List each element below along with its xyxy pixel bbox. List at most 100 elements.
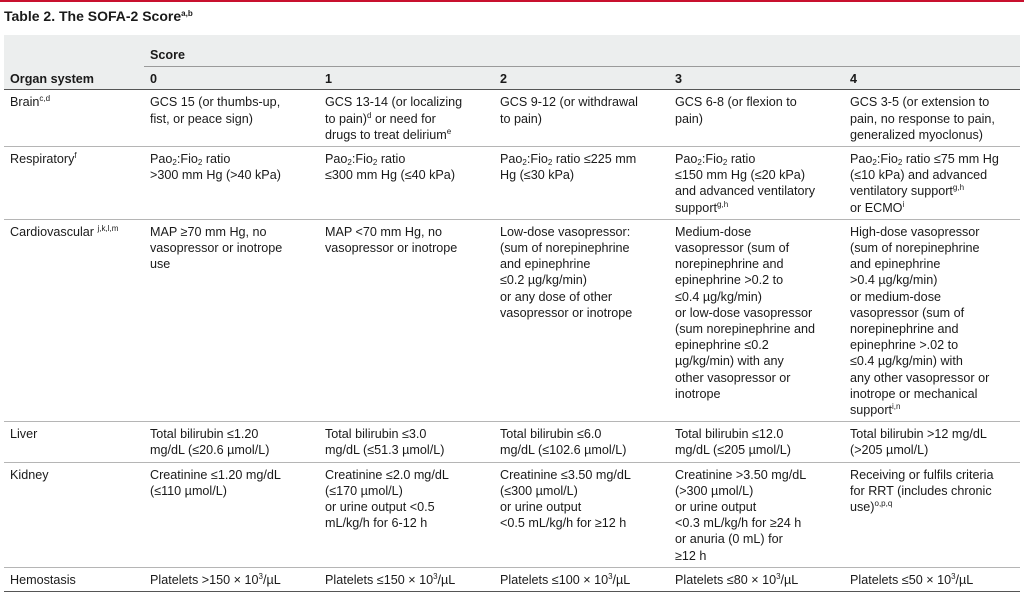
cell-line: Platelets >150 × 103/µL <box>150 572 313 588</box>
text-run: Platelets ≤50 × 10 <box>850 572 952 587</box>
cell-line: fist, or peace sign) <box>150 111 313 127</box>
text-run: ratio <box>377 152 406 167</box>
text-run: <0.3 mL/kg/h for ≥24 h <box>675 516 802 531</box>
cell-line: Pao2:Fio2 ratio <box>150 151 313 167</box>
text-run: other vasopressor or <box>675 370 791 385</box>
superscript: f <box>74 151 77 161</box>
superscript: 3 <box>951 571 956 581</box>
superscript: g,h <box>952 183 965 193</box>
cell-line: GCS 15 (or thumbs-up, <box>150 94 313 110</box>
cell-line: norepinephrine and <box>850 321 1014 337</box>
cell-line: Pao2:Fio2 ratio ≤75 mm Hg <box>850 151 1014 167</box>
superscript: a,b <box>181 9 193 18</box>
text-run: Total bilirubin >12 mg/dL <box>850 427 987 442</box>
score-cell: Total bilirubin ≤1.20 mg/dL (≤20.6 µmol/L… <box>144 422 319 462</box>
cell-line: Creatinine ≤2.0 mg/dL <box>325 467 488 483</box>
text-run: inotrope <box>675 386 721 401</box>
cell-line: or anuria (0 mL) for <box>675 531 838 547</box>
superscript: i <box>902 199 905 209</box>
cell-line: Creatinine >3.50 mg/dL <box>675 467 838 483</box>
cell-line: drugs to treat deliriume <box>325 127 488 143</box>
text-run: (>205 µmol/L) <box>850 443 929 458</box>
text-run: µg/kg/min) with any <box>675 354 784 369</box>
subscript: 2 <box>172 158 177 168</box>
cell-line: Pao2:Fio2 ratio ≤225 mm <box>500 151 663 167</box>
score-row: Score <box>4 35 1021 68</box>
text-run: Hemostasis <box>10 572 76 587</box>
text-run: <0.5 mL/kg/h for ≥12 h <box>500 516 627 531</box>
table-row: Respiratoryf Pao2:Fio2 ratio >300 mm Hg (>… <box>4 147 1021 220</box>
text-run: inotrope or mechanical <box>850 386 978 401</box>
text-run: ≤150 mm Hg (≤20 kPa) <box>675 168 806 183</box>
score-cell: Total bilirubin ≤3.0 mg/dL (≤51.3 µmol/L) <box>319 422 494 462</box>
cell-line: or any dose of other <box>500 289 663 305</box>
score-cell: Platelets >150 × 103/µL <box>144 567 319 591</box>
table-row: Liver Total bilirubin ≤1.20 mg/dL (≤20.6 µ… <box>4 422 1021 463</box>
text-run: Platelets ≤100 × 10 <box>500 572 609 587</box>
score-cell: Creatinine ≤1.20 mg/dL (≤110 µmol/L) <box>144 462 319 567</box>
cell-line: Platelets ≤50 × 103/µL <box>850 572 1014 588</box>
text-run: Pao <box>850 152 873 167</box>
text-run: to pain) <box>325 111 368 126</box>
text-run: Pao <box>150 152 173 167</box>
column-header: Organ system <box>4 66 144 91</box>
cell-line: use)o,p,q <box>850 499 1014 515</box>
cell-line: epinephrine >.02 to <box>850 337 1014 353</box>
text-run: epinephrine ≤0.2 <box>675 338 769 353</box>
text-run: GCS 15 (or thumbs-up, <box>150 95 281 110</box>
text-run: Table 2. The SOFA-2 Score <box>4 8 182 24</box>
cell-line: (sum of norepinephrine <box>850 240 1014 256</box>
score-cell: GCS 9-12 (or withdrawal to pain) <box>494 90 669 147</box>
text-run: Pao <box>500 152 523 167</box>
text-run: support <box>850 403 893 418</box>
text-run: MAP ≥70 mm Hg, no <box>150 224 267 239</box>
cell-line: ≤0.4 µg/kg/min) <box>675 289 838 305</box>
subscript: 2 <box>547 158 553 168</box>
text-run: vasopressor (sum of <box>850 305 965 320</box>
text-run: (≤170 µmol/L) <box>325 483 403 498</box>
blank-cell <box>4 35 144 67</box>
cell-line: (≤170 µmol/L) <box>325 483 488 499</box>
subscript: 2 <box>897 158 903 168</box>
text-run: >300 mm Hg (>40 kPa) <box>150 168 281 183</box>
subscript: 2 <box>372 158 378 168</box>
subscript: 2 <box>347 158 352 168</box>
text-run: and epinephrine <box>500 257 591 272</box>
cell-line: (≤300 µmol/L) <box>500 483 663 499</box>
text-run: to pain) <box>500 111 543 126</box>
cell-line: epinephrine >0.2 to <box>675 272 838 288</box>
column-header: 4 <box>844 66 1021 91</box>
subscript: 2 <box>722 158 728 168</box>
table-row: Cardiovascular j,k,l,m MAP ≥70 mm Hg, no v… <box>4 219 1021 422</box>
cell-line: mg/dL (≤51.3 µmol/L) <box>325 442 488 458</box>
organ-cell: Kidney <box>4 462 144 567</box>
text-run: (sum norepinephrine and <box>675 322 816 337</box>
organ-cell: Brainc,d <box>4 90 144 147</box>
text-run: Brain <box>10 95 40 110</box>
cell-line: (≤110 µmol/L) <box>150 483 313 499</box>
cell-line: <0.3 mL/kg/h for ≥24 h <box>675 515 838 531</box>
text-run: or ECMO <box>850 200 903 215</box>
cell-line: ≤300 mm Hg (≤40 kPa) <box>325 167 488 183</box>
score-cell: MAP ≥70 mm Hg, no vasopressor or inotrope… <box>144 219 319 421</box>
cell-line: supportg,h <box>675 200 838 216</box>
text-run: or low-dose vasopressor <box>675 305 813 320</box>
cell-line: inotrope or mechanical <box>850 386 1014 402</box>
text-run: Platelets >150 × 10 <box>150 572 259 587</box>
cell-line: vasopressor or inotrope <box>150 240 313 256</box>
score-cell: Platelets ≤150 × 103/µL <box>319 567 494 591</box>
cell-line: or medium-dose <box>850 289 1014 305</box>
cell-line: Total bilirubin ≤1.20 <box>150 426 313 442</box>
text-run: or medium-dose <box>850 289 941 304</box>
cell-line: GCS 3-5 (or extension to <box>850 94 1014 110</box>
score-cell: Medium-dose vasopressor (sum of norepineph… <box>669 219 844 421</box>
cell-line: High-dose vasopressor <box>850 224 1014 240</box>
subscript: 2 <box>197 158 203 168</box>
sofa-table: Score Organ system 0 1 2 3 4 Brainc,d GCS 15 (… <box>4 35 1021 592</box>
cell-line: MAP <70 mm Hg, no <box>325 224 488 240</box>
score-cell: Low-dose vasopressor: (sum of norepinephr… <box>494 219 669 421</box>
text-run: /µL <box>955 572 974 587</box>
text-run: Total bilirubin ≤1.20 <box>150 427 259 442</box>
cell-line: Low-dose vasopressor: <box>500 224 663 240</box>
